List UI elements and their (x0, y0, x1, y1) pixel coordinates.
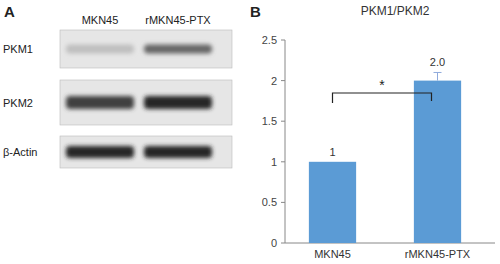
annotation: * (379, 77, 385, 93)
y-tick-label: 2 (271, 75, 277, 87)
y-tick-label: 1.5 (262, 115, 277, 127)
row-label: PKM1 (3, 43, 33, 55)
blot-band (144, 146, 212, 158)
y-tick (281, 161, 285, 162)
row-label: β-Actin (3, 146, 37, 158)
panel-label: A (4, 3, 15, 20)
chart-title: PKM1/PKM2 (361, 4, 430, 18)
data-label: 1 (329, 146, 335, 158)
y-axis (285, 40, 286, 243)
error-bar (437, 72, 438, 80)
y-tick-label: 0 (271, 237, 277, 249)
error-cap (434, 72, 442, 73)
lane-label: rMKN45-PTX (145, 14, 211, 26)
bars (309, 72, 461, 243)
y-tick-label: 0.5 (262, 196, 277, 208)
x-tick-label: rMKN45-PTX (405, 248, 471, 260)
y-tick (281, 243, 285, 244)
blot-band (66, 45, 134, 54)
row-label: PKM2 (3, 97, 33, 109)
figure: A MKN45 rMKN45-PTX PKM1 PKM2 β-Actin B PKM1/PKM… (0, 0, 500, 264)
y-tick (281, 40, 285, 41)
data-label: 2.0 (430, 56, 445, 68)
x-tick-label: MKN45 (314, 248, 351, 260)
y-tick-label: 2.5 (262, 34, 277, 46)
bar (414, 81, 461, 243)
blot-band (144, 96, 212, 109)
blot-strip (60, 136, 232, 168)
significance-bracket (333, 93, 432, 103)
bar (309, 162, 356, 243)
blot-band (144, 45, 212, 54)
blot-strip (60, 80, 232, 125)
panel-label: B (250, 3, 261, 20)
blot-band (66, 96, 134, 109)
blot-strip (60, 30, 232, 68)
y-tick-label: 1 (271, 156, 277, 168)
y-tick (281, 121, 285, 122)
y-tick (281, 202, 285, 203)
lane-label: MKN45 (82, 14, 119, 26)
blot-band (66, 146, 134, 158)
y-tick (281, 80, 285, 81)
